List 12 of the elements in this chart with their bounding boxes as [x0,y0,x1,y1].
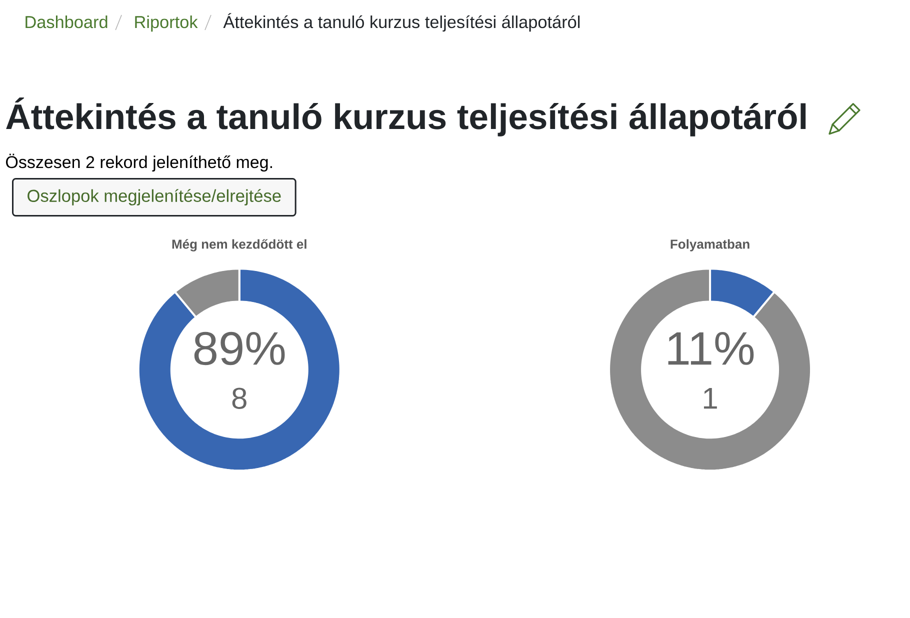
chart-title: Folyamatban [670,239,750,252]
text: 8 [232,388,246,409]
text: Összesen 2 rekord jeleníthető meg. [6,154,272,172]
text: 1 [704,388,717,409]
text: Áttekintés a tanuló kurzus teljesítési állapotáról [6,98,806,136]
text: Dashboard [26,16,108,28]
text: Áttekintés a tanuló kurzus teljesítési állapotáról [223,13,580,32]
text: Oszlopok megjelenítése/elrejtése [28,189,281,206]
text: 89% [194,332,285,366]
chart-title: Még nem kezdődött el [172,239,306,252]
text: 11% [668,332,754,365]
text: Riportok [135,16,198,32]
